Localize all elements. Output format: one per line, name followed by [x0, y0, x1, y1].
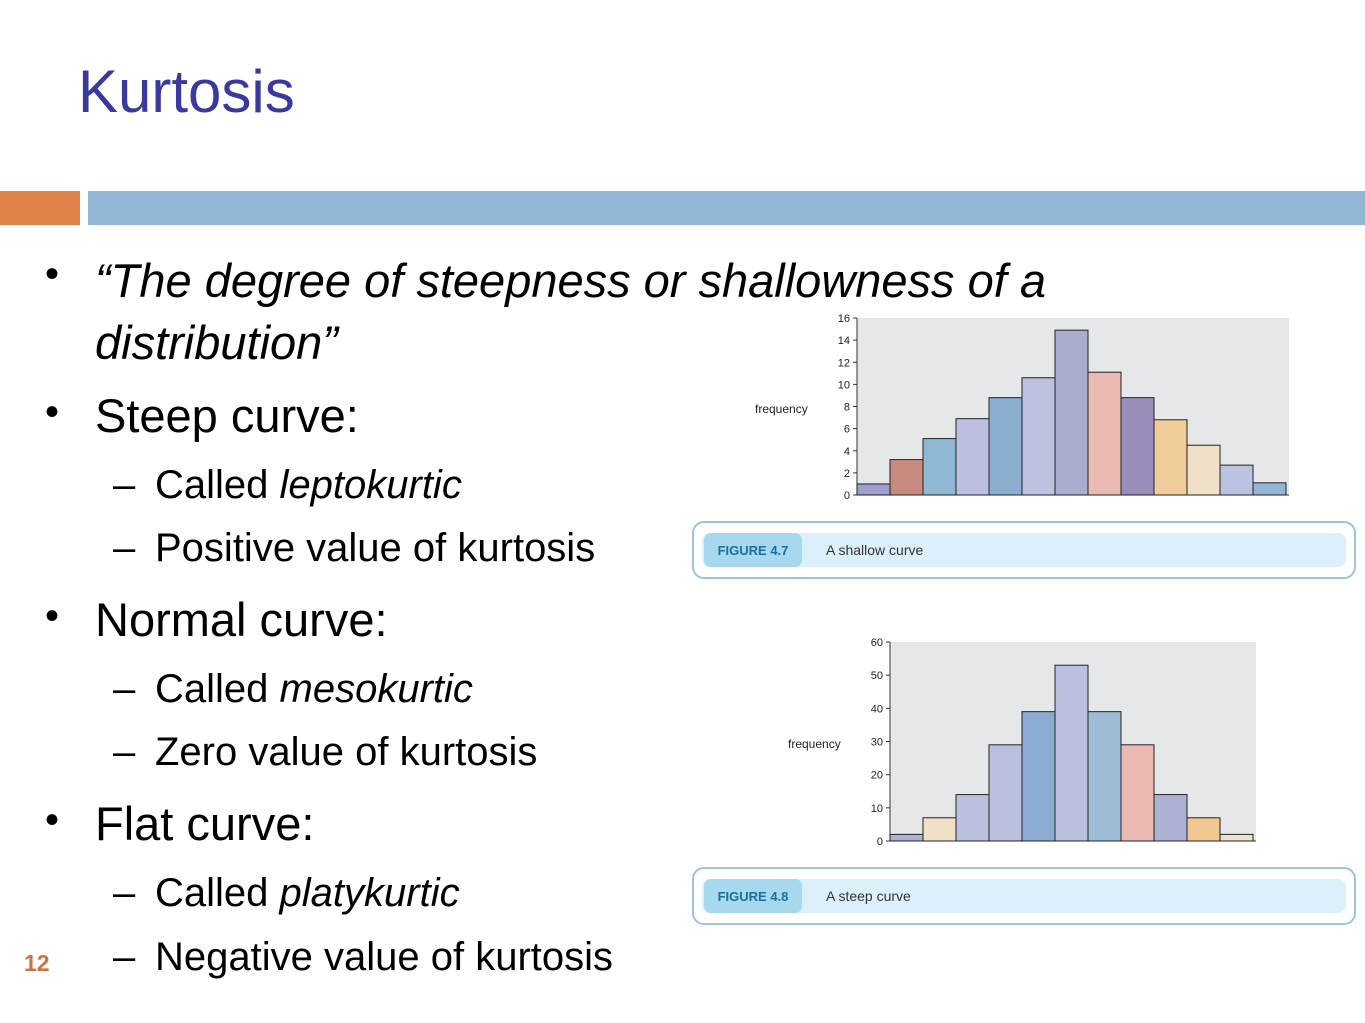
accent-bar-blue [88, 191, 1365, 225]
histogram-bar [922, 817, 957, 842]
steep-called-prefix: Called [155, 463, 280, 507]
figure-caption-text: A steep curve [826, 888, 911, 904]
y-tick-label: 16 [838, 313, 850, 325]
histogram-bar [1153, 419, 1188, 496]
y-tick-label: 10 [871, 803, 883, 815]
flat-called: – Called platykurtic [113, 871, 460, 915]
shallow-curve-histogram: 0 2 4 6 8 10 12 14 16 frequency [755, 313, 1289, 502]
normal-term: mesokurtic [279, 667, 473, 711]
y-tick-label: 50 [871, 670, 883, 682]
steep-term: leptokurtic [279, 463, 462, 507]
y-tick-label: 10 [838, 379, 850, 391]
steep-value: – Positive value of kurtosis [113, 526, 595, 570]
y-axis-label: frequency [755, 402, 808, 416]
y-tick-label: 12 [838, 357, 850, 369]
figure-tag: FIGURE 4.8 [704, 879, 802, 913]
histogram-bar [1054, 664, 1089, 842]
y-tick-label: 8 [844, 402, 850, 414]
histogram-bar [1120, 744, 1155, 842]
y-tick-label: 0 [877, 836, 883, 848]
accent-bar-orange [0, 191, 80, 225]
flat-heading: Flat curve: [95, 797, 315, 850]
histogram-bar [1219, 464, 1254, 496]
histogram-bar [1054, 329, 1089, 496]
y-tick-label: 2 [844, 468, 850, 480]
histogram-bar [1087, 711, 1122, 842]
histogram-bar [1252, 482, 1287, 496]
steep-curve-histogram: 0 10 20 30 40 50 60 frequency [788, 637, 1256, 848]
histogram-bar [1120, 397, 1155, 496]
normal-heading: Normal curve: [95, 593, 388, 646]
y-tick-label: 4 [844, 446, 850, 458]
page-number: 12 [24, 950, 50, 976]
histogram-bar [1021, 377, 1056, 496]
dash-marker: – [113, 730, 136, 774]
y-tick-label: 14 [838, 335, 850, 347]
flat-called-prefix: Called [155, 871, 280, 915]
bullet-marker: • [45, 594, 60, 638]
histogram-bar [922, 438, 957, 496]
normal-value-text: Zero value of kurtosis [155, 730, 538, 774]
figure-caption-4-8: FIGURE 4.8 A steep curve [692, 867, 1356, 925]
steep-heading: Steep curve: [95, 389, 359, 442]
steep-value-text: Positive value of kurtosis [155, 526, 596, 570]
flat-value: – Negative value of kurtosis [113, 935, 613, 979]
steep-called: – Called leptokurtic [113, 463, 462, 507]
y-tick-label: 20 [871, 770, 883, 782]
figure-caption-text: A shallow curve [826, 542, 924, 558]
y-tick-label: 0 [844, 490, 850, 502]
dash-marker: – [113, 667, 136, 711]
histogram-bar [889, 833, 924, 842]
histogram-bar [988, 397, 1023, 496]
y-tick-label: 40 [871, 703, 883, 715]
figure-tag: FIGURE 4.7 [704, 533, 802, 567]
y-tick-label: 60 [871, 637, 883, 649]
bullet-marker: • [45, 798, 60, 842]
histogram-bar [856, 483, 891, 496]
bullet-marker: • [45, 390, 60, 434]
histogram-bar [955, 418, 990, 496]
normal-value: – Zero value of kurtosis [113, 730, 537, 774]
page-title: Kurtosis [78, 58, 295, 125]
histogram-bar [1186, 817, 1221, 842]
normal-called: – Called mesokurtic [113, 667, 473, 711]
histogram-bar [988, 744, 1023, 842]
histogram-bar [1087, 371, 1122, 496]
histogram-bar [889, 459, 924, 496]
y-axis-label: frequency [788, 737, 841, 751]
histogram-bar [1219, 833, 1254, 842]
definition-quote: “The degree of steepness or shallowness … [95, 254, 1046, 369]
bullet-marker: • [45, 252, 60, 296]
normal-called-prefix: Called [155, 667, 280, 711]
histogram-bar [1021, 711, 1056, 842]
dash-marker: – [113, 935, 136, 979]
figure-caption-4-7: FIGURE 4.7 A shallow curve [692, 521, 1356, 579]
flat-term: platykurtic [279, 871, 460, 915]
flat-value-text: Negative value of kurtosis [155, 935, 614, 979]
histogram-bar [955, 794, 990, 842]
histogram-bar [1186, 444, 1221, 496]
y-tick-label: 30 [871, 737, 883, 749]
y-tick-label: 6 [844, 424, 850, 436]
histogram-bar [1153, 794, 1188, 842]
dash-marker: – [113, 526, 136, 570]
dash-marker: – [113, 463, 136, 507]
dash-marker: – [113, 871, 136, 915]
